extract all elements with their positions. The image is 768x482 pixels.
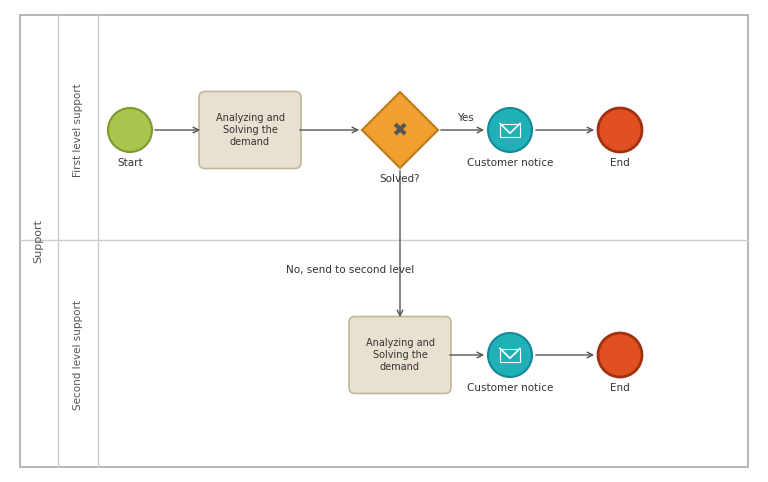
Text: First level support: First level support: [73, 83, 83, 177]
Text: Customer notice: Customer notice: [467, 383, 553, 393]
FancyBboxPatch shape: [500, 348, 520, 362]
Text: Support: Support: [33, 219, 43, 263]
FancyBboxPatch shape: [199, 92, 301, 169]
Polygon shape: [362, 92, 438, 168]
FancyBboxPatch shape: [500, 123, 520, 136]
Text: Solved?: Solved?: [379, 174, 420, 184]
Circle shape: [598, 108, 642, 152]
Text: Analyzing and
Solving the
demand: Analyzing and Solving the demand: [216, 113, 284, 147]
Circle shape: [598, 333, 642, 377]
Text: End: End: [610, 383, 630, 393]
FancyBboxPatch shape: [20, 15, 748, 467]
Text: Yes: Yes: [457, 113, 473, 123]
Text: No, send to second level: No, send to second level: [286, 265, 414, 275]
Circle shape: [108, 108, 152, 152]
FancyBboxPatch shape: [349, 317, 451, 393]
Text: Second level support: Second level support: [73, 300, 83, 410]
Text: Customer notice: Customer notice: [467, 158, 553, 168]
Circle shape: [488, 333, 532, 377]
Text: ✖: ✖: [392, 120, 408, 139]
Circle shape: [488, 108, 532, 152]
Text: Analyzing and
Solving the
demand: Analyzing and Solving the demand: [366, 338, 435, 372]
Text: End: End: [610, 158, 630, 168]
Text: Start: Start: [118, 158, 143, 168]
